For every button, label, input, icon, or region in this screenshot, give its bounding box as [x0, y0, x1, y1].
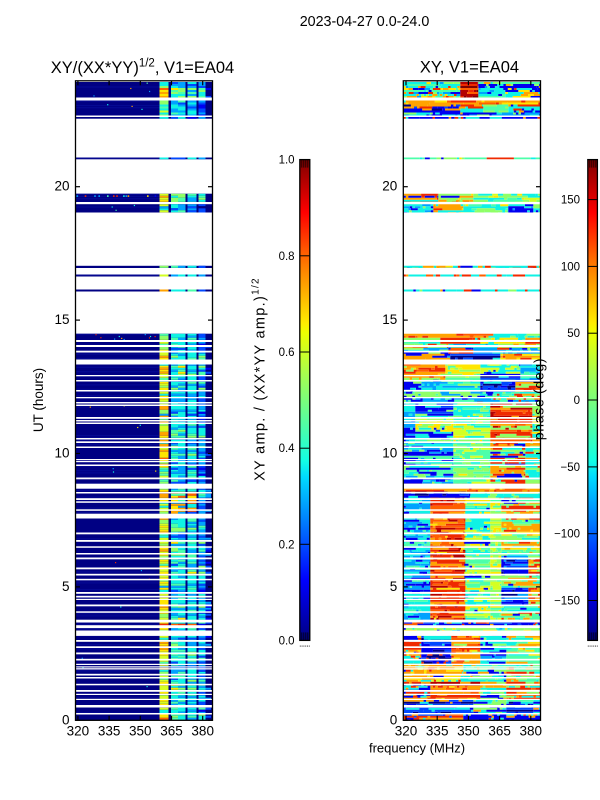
svg-text:−150: −150: [554, 596, 580, 608]
svg-text:150: 150: [561, 195, 580, 207]
svg-text:0.6: 0.6: [279, 347, 295, 359]
svg-text:frequency (MHz): frequency (MHz): [369, 741, 465, 756]
svg-text:10: 10: [382, 446, 397, 461]
svg-text:10: 10: [54, 446, 69, 461]
svg-text:5: 5: [62, 579, 70, 594]
svg-text:0.8: 0.8: [279, 251, 295, 263]
svg-text:0.4: 0.4: [279, 443, 296, 455]
svg-text:XY/(XX*YY)1/2, V1=EA04: XY/(XX*YY)1/2, V1=EA04: [51, 58, 234, 78]
svg-text:−50: −50: [560, 462, 580, 474]
svg-text:350: 350: [129, 724, 152, 739]
svg-text:335: 335: [426, 724, 449, 739]
svg-text:380: 380: [191, 724, 214, 739]
svg-text:320: 320: [395, 724, 418, 739]
svg-text:100: 100: [561, 261, 580, 273]
svg-text:0: 0: [390, 712, 398, 727]
svg-text:15: 15: [54, 312, 69, 327]
svg-text:15: 15: [382, 312, 397, 327]
svg-text:320: 320: [67, 724, 90, 739]
svg-text:UT (hours): UT (hours): [31, 368, 46, 432]
svg-text:1.0: 1.0: [279, 155, 295, 167]
svg-text:0: 0: [62, 712, 70, 727]
svg-text:20: 20: [382, 179, 397, 194]
svg-text:XY amp. / (XX*YY amp.)1/2: XY amp. / (XX*YY amp.)1/2: [251, 277, 269, 481]
svg-text:phase (deg): phase (deg): [531, 358, 547, 440]
svg-text:5: 5: [390, 579, 398, 594]
svg-text:50: 50: [567, 328, 580, 340]
svg-text:0: 0: [574, 395, 580, 407]
svg-text:20: 20: [54, 179, 69, 194]
svg-text:380: 380: [520, 724, 543, 739]
svg-text:XY, V1=EA04: XY, V1=EA04: [420, 59, 519, 77]
svg-text:350: 350: [457, 724, 480, 739]
svg-text:365: 365: [160, 724, 183, 739]
svg-text:2023-04-27 0.0-24.0: 2023-04-27 0.0-24.0: [300, 14, 430, 30]
svg-text:335: 335: [98, 724, 121, 739]
svg-text:365: 365: [488, 724, 511, 739]
svg-text:0.0: 0.0: [279, 635, 295, 647]
svg-text:0.2: 0.2: [279, 539, 295, 551]
svg-text:−100: −100: [554, 529, 580, 541]
